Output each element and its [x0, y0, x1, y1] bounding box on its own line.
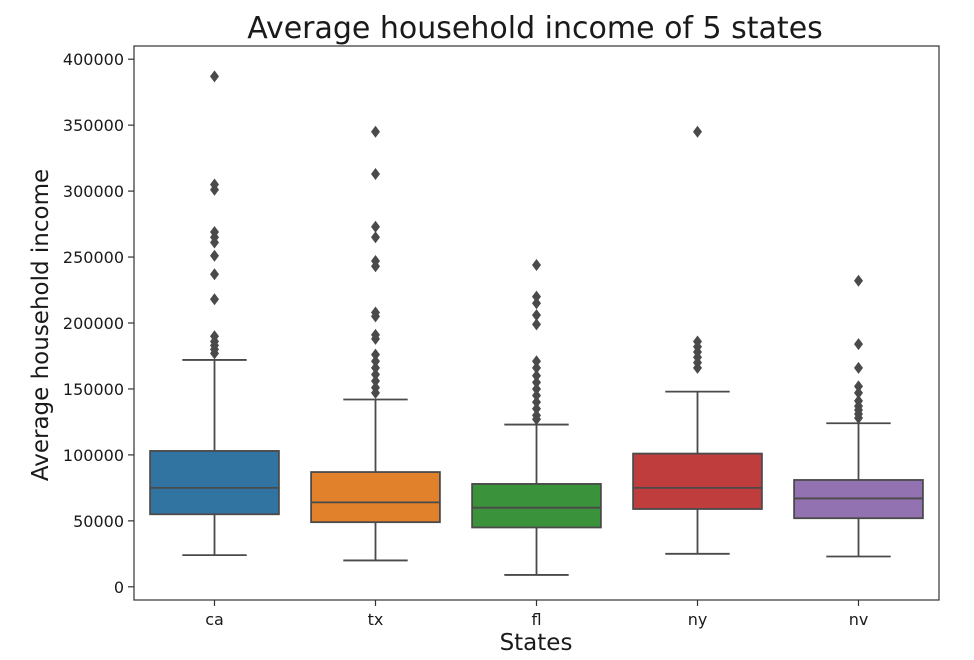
x-tick-label: nv [849, 610, 869, 629]
outlier-point [693, 361, 702, 374]
box-group-tx [310, 125, 441, 562]
outlier-point [532, 297, 541, 310]
y-tick-label: 150000 [63, 380, 124, 399]
box-tx [310, 471, 441, 524]
outlier-point [854, 338, 863, 351]
x-tick-label: ny [688, 610, 708, 629]
outlier-point [210, 70, 219, 83]
y-axis-label: Average household income [28, 169, 54, 481]
outlier-point [210, 236, 219, 249]
box-group-fl [471, 258, 602, 576]
x-axis-label: States [500, 630, 573, 656]
outlier-point [371, 332, 380, 345]
y-tick-label: 100000 [63, 446, 124, 465]
outlier-point [371, 368, 380, 381]
y-tick-label: 200000 [63, 314, 124, 333]
outlier-point [532, 402, 541, 415]
outlier-point [371, 167, 380, 180]
outlier-point [854, 411, 863, 424]
outlier-point [532, 309, 541, 322]
outlier-point [532, 258, 541, 271]
outlier-point [693, 125, 702, 138]
outlier-point [371, 220, 380, 233]
y-tick-label: 350000 [63, 116, 124, 135]
outlier-point [210, 293, 219, 306]
box-group-ca [149, 70, 280, 557]
outlier-point [210, 268, 219, 281]
outlier-point [854, 380, 863, 393]
y-tick-label: 0 [114, 578, 124, 597]
outlier-point [210, 347, 219, 360]
chart-title: Average household income of 5 states [247, 11, 823, 46]
outlier-point [532, 361, 541, 374]
outlier-point [532, 290, 541, 303]
y-tick-label: 400000 [63, 50, 124, 69]
outlier-point [371, 386, 380, 399]
outlier-point [532, 369, 541, 382]
outlier-point [371, 361, 380, 374]
plot-area [149, 70, 924, 576]
x-tick-label: ca [205, 610, 224, 629]
outlier-point [371, 260, 380, 273]
outlier-point [532, 355, 541, 368]
outlier-point [371, 125, 380, 138]
y-tick-label: 250000 [63, 248, 124, 267]
box-ca [149, 450, 280, 516]
outlier-point [532, 413, 541, 426]
box-group-nv [793, 274, 924, 558]
x-tick-label: fl [531, 610, 541, 629]
outlier-point [532, 376, 541, 389]
outlier-point [371, 348, 380, 361]
outlier-point [371, 375, 380, 388]
y-tick-label: 50000 [73, 512, 124, 531]
box-fl [471, 483, 602, 529]
outlier-point [210, 249, 219, 262]
outlier-point [371, 355, 380, 368]
outlier-point [854, 274, 863, 287]
x-tick-label: tx [368, 610, 384, 629]
outlier-point [532, 389, 541, 402]
outlier-point [532, 396, 541, 409]
outlier-point [532, 318, 541, 331]
outlier-point [854, 386, 863, 399]
outlier-point [210, 183, 219, 196]
outlier-point [532, 382, 541, 395]
outlier-point [371, 310, 380, 323]
y-tick-label: 300000 [63, 182, 124, 201]
box-group-ny [632, 125, 763, 555]
box-ny [632, 452, 763, 510]
outlier-point [854, 361, 863, 374]
outlier-point [371, 231, 380, 244]
